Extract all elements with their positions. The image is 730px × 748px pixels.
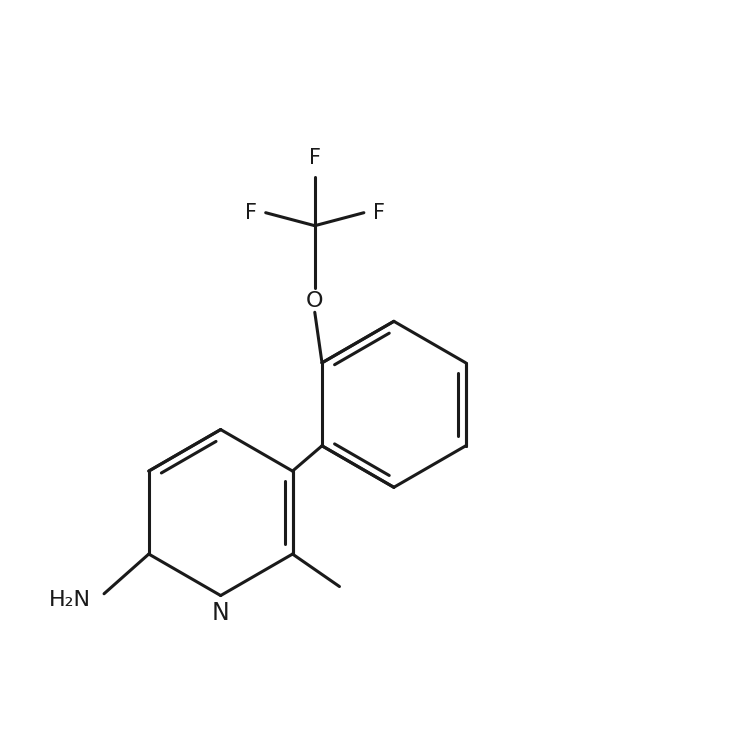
Text: F: F xyxy=(245,203,257,223)
Text: F: F xyxy=(372,203,385,223)
Text: H₂N: H₂N xyxy=(49,589,91,610)
Text: N: N xyxy=(212,601,229,625)
Text: F: F xyxy=(309,148,320,168)
Text: O: O xyxy=(306,292,323,311)
